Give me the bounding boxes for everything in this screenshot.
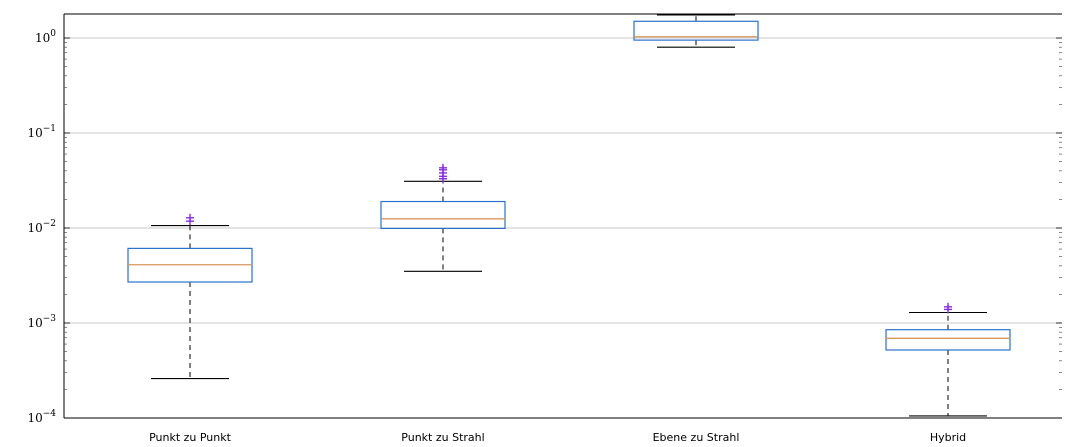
y-tick-label: 10−2 bbox=[27, 219, 56, 235]
outlier-point bbox=[439, 163, 447, 172]
y-tick-label: 100 bbox=[35, 29, 56, 45]
x-category-label: Punkt zu Strahl bbox=[401, 431, 484, 444]
y-tick-base: 10 bbox=[27, 126, 42, 140]
y-tick-exponent: −4 bbox=[43, 409, 57, 419]
x-category-label: Punkt zu Punkt bbox=[149, 431, 232, 444]
y-tick-exponent: −1 bbox=[43, 124, 56, 134]
iqr-box bbox=[380, 200, 506, 230]
outlier-point bbox=[944, 302, 952, 311]
box-4 bbox=[885, 302, 1011, 417]
y-tick-exponent: −2 bbox=[43, 219, 56, 229]
outlier-point bbox=[186, 213, 194, 222]
iqr-box bbox=[885, 329, 1011, 351]
y-tick-base: 10 bbox=[35, 31, 50, 45]
iqr-box bbox=[633, 20, 759, 41]
x-category-label: Hybrid bbox=[930, 431, 966, 444]
y-tick-base: 10 bbox=[27, 316, 42, 330]
y-tick-label: 10−3 bbox=[27, 314, 56, 330]
y-tick-base: 10 bbox=[27, 221, 42, 235]
box-1 bbox=[127, 213, 253, 380]
x-category-label: Ebene zu Strahl bbox=[653, 431, 740, 444]
y-tick-base: 10 bbox=[27, 411, 42, 425]
y-tick-exponent: −3 bbox=[43, 314, 57, 324]
box-3 bbox=[633, 14, 759, 48]
box-series bbox=[127, 14, 1011, 417]
y-tick-label: 10−1 bbox=[27, 124, 56, 140]
x-axis-labels: Punkt zu Punkt Punkt zu Strahl Ebene zu St… bbox=[149, 431, 966, 444]
y-tick-label: 10−4 bbox=[27, 409, 56, 425]
grid-lines bbox=[64, 37, 1062, 324]
box-2 bbox=[380, 163, 506, 272]
y-tick-exponent: 0 bbox=[50, 29, 56, 39]
axes bbox=[63, 13, 1062, 419]
